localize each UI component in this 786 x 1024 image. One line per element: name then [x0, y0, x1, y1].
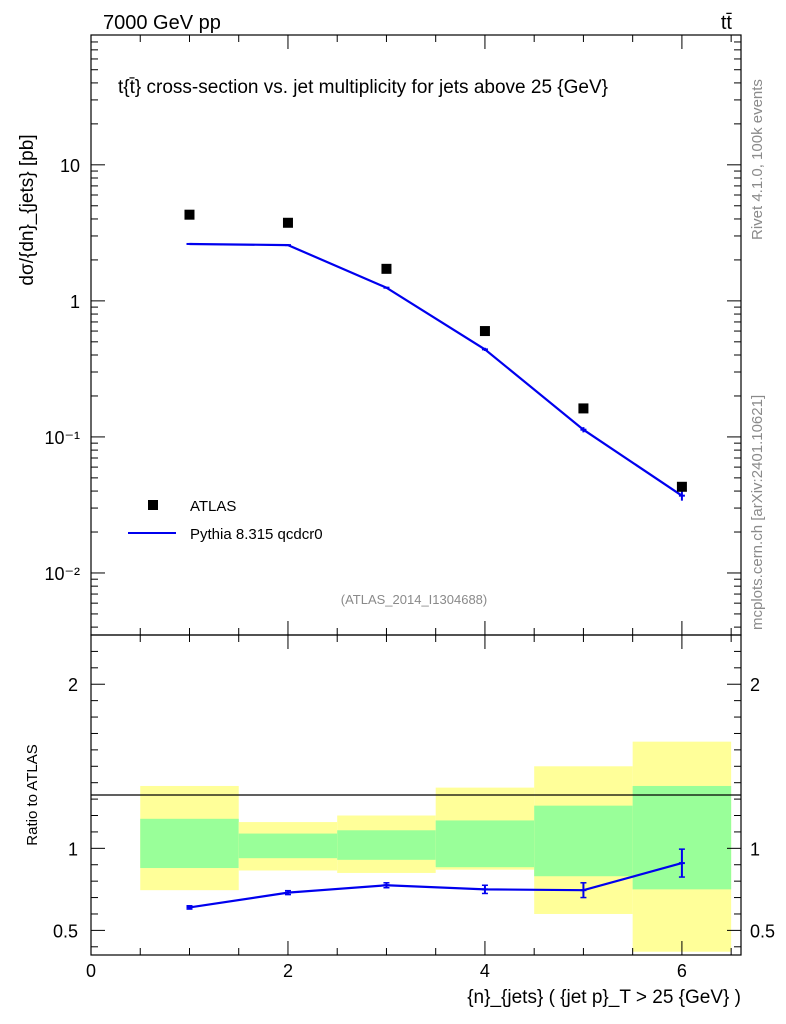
atlas-point [578, 403, 589, 414]
ratio-inner-band [238, 833, 338, 859]
ratio-series-line [189, 862, 683, 909]
y-axis-label: dσ/{dn}_{jets} [pb] [17, 134, 38, 285]
x-tick-label: 2 [283, 961, 293, 981]
main-panel: 10 1 10⁻¹ 10⁻² t{t̄} cross-section vs. jet … [17, 34, 742, 636]
ratio-inner-band [337, 830, 436, 860]
atlas-point [479, 326, 490, 337]
ratio-panel-frame [90, 634, 742, 956]
main-panel-ticks: 10 1 10⁻¹ 10⁻² [44, 34, 741, 635]
x-tick-label: 6 [677, 961, 687, 981]
x-tick-label: 0 [86, 961, 96, 981]
ratio-inner-band [534, 805, 633, 877]
atlas-point [676, 481, 687, 492]
legend-atlas-label: ATLAS [190, 498, 236, 515]
ratio-y-axis-label: Ratio to ATLAS [24, 744, 41, 845]
ratio-y-tick-label-left: 1 [68, 839, 78, 859]
ratio-panel-ticks: 2 2 1 1 0.5 0.5 0 2 4 6 [53, 635, 775, 981]
ratio-inner-band [140, 818, 239, 869]
x-tick-label: 4 [480, 961, 490, 981]
main-panel-frame [90, 34, 742, 636]
mcplots-label: mcplots.cern.ch [arXiv:2401.10621] [749, 395, 766, 630]
ratio-y-tick-label-right: 2 [750, 675, 760, 695]
atlas-point [282, 217, 293, 228]
y-tick-label: 10 [60, 156, 80, 176]
ratio-y-tick-label-left: 2 [68, 675, 78, 695]
atlas-point [381, 263, 392, 274]
legend: ATLAS Pythia 8.315 qcdcr0 [128, 498, 323, 543]
rivet-label: Rivet 4.1.0, 100k events [749, 79, 766, 240]
y-tick-label: 10⁻¹ [44, 428, 80, 448]
atlas-point [184, 209, 195, 220]
y-tick-label: 10⁻² [44, 564, 80, 584]
ratio-y-tick-label-left: 0.5 [53, 921, 78, 941]
ratio-inner-band [435, 820, 535, 868]
header-left: 7000 GeV pp [103, 12, 221, 34]
x-axis-label: {n}_{jets} ( {jet p}_T > 25 {GeV} ) [467, 987, 741, 1008]
ratio-y-tick-label-right: 0.5 [750, 921, 775, 941]
main-title: t{t̄} cross-section vs. jet multiplicity… [118, 77, 608, 98]
header-right: tt̄ [721, 12, 733, 34]
legend-atlas-marker [148, 500, 158, 510]
ratio-y-tick-label-right: 1 [750, 839, 760, 859]
y-tick-label: 1 [70, 292, 80, 312]
legend-pythia-label: Pythia 8.315 qcdcr0 [190, 526, 323, 543]
ratio-panel: 2 2 1 1 0.5 0.5 0 2 4 6 Ratio to ATLAS {n}_{jets}… [24, 634, 775, 1008]
pythia-series-line [189, 242, 683, 497]
analysis-watermark: (ATLAS_2014_I1304688) [341, 592, 487, 607]
